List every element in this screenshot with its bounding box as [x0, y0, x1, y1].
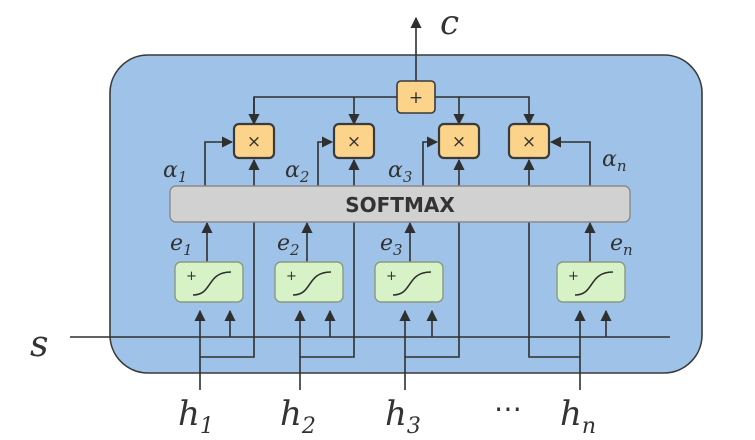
e-arrows: [201, 221, 596, 262]
svg-text:e2: e2: [277, 231, 300, 259]
e-label-1: e1: [170, 231, 193, 259]
svg-text:×: ×: [452, 132, 466, 152]
multiply-node-1: ×: [232, 122, 276, 160]
svg-text:+: +: [386, 269, 397, 284]
alpha-label-1: α1: [163, 158, 187, 186]
output-label: c: [440, 3, 459, 43]
score-box-3: +: [374, 261, 444, 303]
svg-text:h3: h3: [385, 394, 421, 439]
svg-text:×: ×: [522, 132, 536, 152]
score-box-1: +: [174, 261, 244, 303]
multiply-node-3: ×: [437, 122, 481, 160]
svg-text:+: +: [409, 88, 423, 108]
alpha-label-n: αn: [602, 147, 627, 175]
svg-text:e1: e1: [170, 231, 193, 259]
score-box-n: +: [556, 261, 626, 303]
svg-text:+: +: [186, 269, 197, 284]
svg-text:α2: α2: [285, 158, 309, 186]
ellipsis: ⋯: [494, 392, 522, 425]
h-label-2: h2: [280, 394, 316, 439]
svg-text:h2: h2: [280, 394, 316, 439]
e-label-n: en: [610, 231, 633, 259]
softmax-box: [169, 185, 631, 223]
e-label-2: e2: [277, 231, 300, 259]
svg-text:+: +: [568, 269, 579, 284]
svg-text:αn: αn: [602, 147, 627, 175]
alpha-arrows: [204, 136, 591, 186]
multiply-node-2: ×: [332, 122, 376, 160]
state-label: s: [30, 324, 48, 365]
svg-text:hn: hn: [560, 394, 596, 439]
sigmoid-icon: [292, 271, 332, 296]
sum-node: +: [396, 80, 436, 114]
softmax-label: SOFTMAX: [345, 193, 455, 217]
sigmoid-icon: [574, 271, 614, 296]
svg-text:α1: α1: [163, 158, 187, 186]
alpha-label-2: α2: [285, 158, 309, 186]
svg-text:en: en: [610, 231, 633, 259]
sigmoid-icon: [192, 271, 232, 296]
svg-text:×: ×: [347, 132, 361, 152]
svg-text:α3: α3: [388, 158, 412, 186]
s-input-lines: [224, 309, 612, 337]
multiply-node-n: ×: [507, 122, 551, 160]
h-value-lines: [200, 158, 580, 358]
e-label-3: e3: [380, 231, 403, 259]
sigmoid-icon: [392, 271, 432, 296]
h-label-1: h1: [178, 394, 214, 439]
h-input-lines: [194, 309, 586, 390]
score-box-2: +: [274, 261, 344, 303]
svg-text:+: +: [286, 269, 297, 284]
svg-text:×: ×: [247, 132, 261, 152]
h-label-3: h3: [385, 394, 421, 439]
h-label-n: hn: [560, 394, 596, 439]
svg-text:h1: h1: [178, 394, 214, 439]
svg-text:e3: e3: [380, 231, 403, 259]
alpha-label-3: α3: [388, 158, 412, 186]
